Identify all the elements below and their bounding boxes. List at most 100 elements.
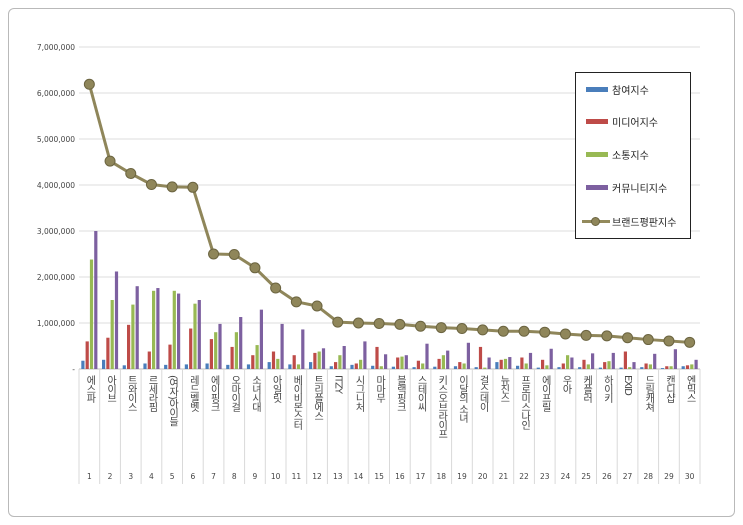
bar-3-30 <box>690 364 694 369</box>
legend-item-communication: 소통지수 <box>576 144 692 164</box>
bar-1-7 <box>205 363 209 369</box>
rank-label-1: 1 <box>87 472 92 481</box>
bar-4-12 <box>321 348 326 369</box>
bar-4-19 <box>466 342 470 369</box>
bar-4-8 <box>239 317 243 369</box>
bar-2-24 <box>561 363 565 369</box>
bar-2-20 <box>478 346 483 369</box>
bar-2-13 <box>334 362 338 369</box>
bar-4-15 <box>384 354 388 369</box>
brand-line <box>83 78 696 348</box>
bar-1-24 <box>557 367 561 369</box>
bar-4-26 <box>611 352 615 369</box>
rank-label-25: 25 <box>581 472 591 481</box>
bar-1-16 <box>391 366 395 369</box>
bar-3-29 <box>669 366 673 369</box>
brand-point-14 <box>352 317 364 329</box>
bar-2-27 <box>623 351 627 369</box>
category-label-29: 캔디샵 <box>663 375 675 403</box>
bar-3-2 <box>110 300 114 369</box>
bar-4-23 <box>549 348 553 369</box>
legend-swatch-communication <box>586 152 608 157</box>
bar-1-5 <box>164 364 168 369</box>
bar-3-14 <box>359 359 363 369</box>
bar-1-11 <box>288 364 292 369</box>
legend-swatch-participation <box>586 87 608 92</box>
bar-2-22 <box>520 357 524 369</box>
bar-2-30 <box>685 365 690 369</box>
bar-1-22 <box>516 365 520 369</box>
brand-point-8 <box>228 248 240 260</box>
bar-4-3 <box>135 286 139 369</box>
rank-label-30: 30 <box>685 472 695 481</box>
bars <box>81 231 698 369</box>
category-label-14: 시그니처 <box>353 375 365 413</box>
bar-4-28 <box>653 353 657 369</box>
bar-3-19 <box>462 363 466 369</box>
bar-1-13 <box>329 366 333 369</box>
brand-point-19 <box>456 323 468 335</box>
category-label-15: 마마무 <box>374 375 386 404</box>
bar-4-1 <box>94 231 98 369</box>
bar-1-8 <box>226 364 230 369</box>
bar-2-26 <box>603 362 607 369</box>
category-label-8: 오마이걸 <box>229 375 241 412</box>
brand-point-10 <box>270 282 282 294</box>
bar-1-6 <box>184 364 188 369</box>
bar-3-10 <box>276 358 280 369</box>
bar-1-25 <box>578 367 582 369</box>
bar-4-10 <box>280 323 284 369</box>
rank-label-10: 10 <box>271 472 281 481</box>
legend-marker-brand <box>591 217 600 226</box>
brand-point-12 <box>311 300 323 312</box>
rank-label-23: 23 <box>540 472 550 481</box>
chart-frame: - 1,000,000 2,000,000 3,000,000 4,000,000 5,0… <box>8 8 735 517</box>
category-label-4: 르세라핌 <box>146 375 158 412</box>
bar-4-13 <box>342 346 346 369</box>
rank-label-6: 6 <box>190 472 195 481</box>
rank-label-5: 5 <box>170 472 175 481</box>
bar-4-5 <box>177 293 181 369</box>
bar-2-4 <box>147 351 151 369</box>
y-tick-label: 7,000,000 <box>37 43 75 52</box>
bar-3-22 <box>524 363 528 369</box>
rank-label-19: 19 <box>457 472 467 481</box>
brand-point-9 <box>249 262 261 274</box>
rank-label-29: 29 <box>664 472 674 481</box>
bar-4-21 <box>508 357 512 369</box>
y-tick-label: 6,000,000 <box>37 89 75 98</box>
rank-label-17: 17 <box>416 472 426 481</box>
y-tick-label: 2,000,000 <box>37 273 75 282</box>
bar-4-20 <box>487 357 491 369</box>
category-label-27: EXID <box>622 375 633 396</box>
y-tick-label: 1,000,000 <box>37 319 75 328</box>
brand-point-30 <box>684 336 696 348</box>
category-label-13: ITZY <box>332 375 343 395</box>
rank-label-13: 13 <box>333 472 343 481</box>
bar-4-7 <box>218 323 222 369</box>
y-tick-label: 5,000,000 <box>37 135 75 144</box>
rank-label-8: 8 <box>232 472 237 481</box>
rank-label-14: 14 <box>354 472 364 481</box>
bar-1-27 <box>619 367 623 369</box>
legend-label: 미디어지수 <box>612 118 658 129</box>
bar-4-11 <box>301 329 305 369</box>
bar-4-17 <box>425 343 429 369</box>
rank-label-18: 18 <box>436 472 446 481</box>
brand-point-17 <box>415 320 427 332</box>
bar-1-17 <box>412 367 416 369</box>
bar-1-21 <box>495 362 499 369</box>
brand-point-25 <box>580 329 592 341</box>
bar-4-25 <box>591 353 595 369</box>
bar-2-6 <box>189 328 193 369</box>
rank-label-27: 27 <box>623 472 633 481</box>
bar-2-12 <box>313 352 317 369</box>
brand-point-6 <box>187 181 199 193</box>
bar-1-29 <box>660 368 665 369</box>
y-axis-ticks: - 1,000,000 2,000,000 3,000,000 4,000,000 5,0… <box>37 43 75 374</box>
bar-3-15 <box>379 366 383 369</box>
bar-4-2 <box>114 271 119 369</box>
brand-point-21 <box>497 325 509 337</box>
bar-2-9 <box>251 355 255 369</box>
bar-3-6 <box>193 303 197 369</box>
